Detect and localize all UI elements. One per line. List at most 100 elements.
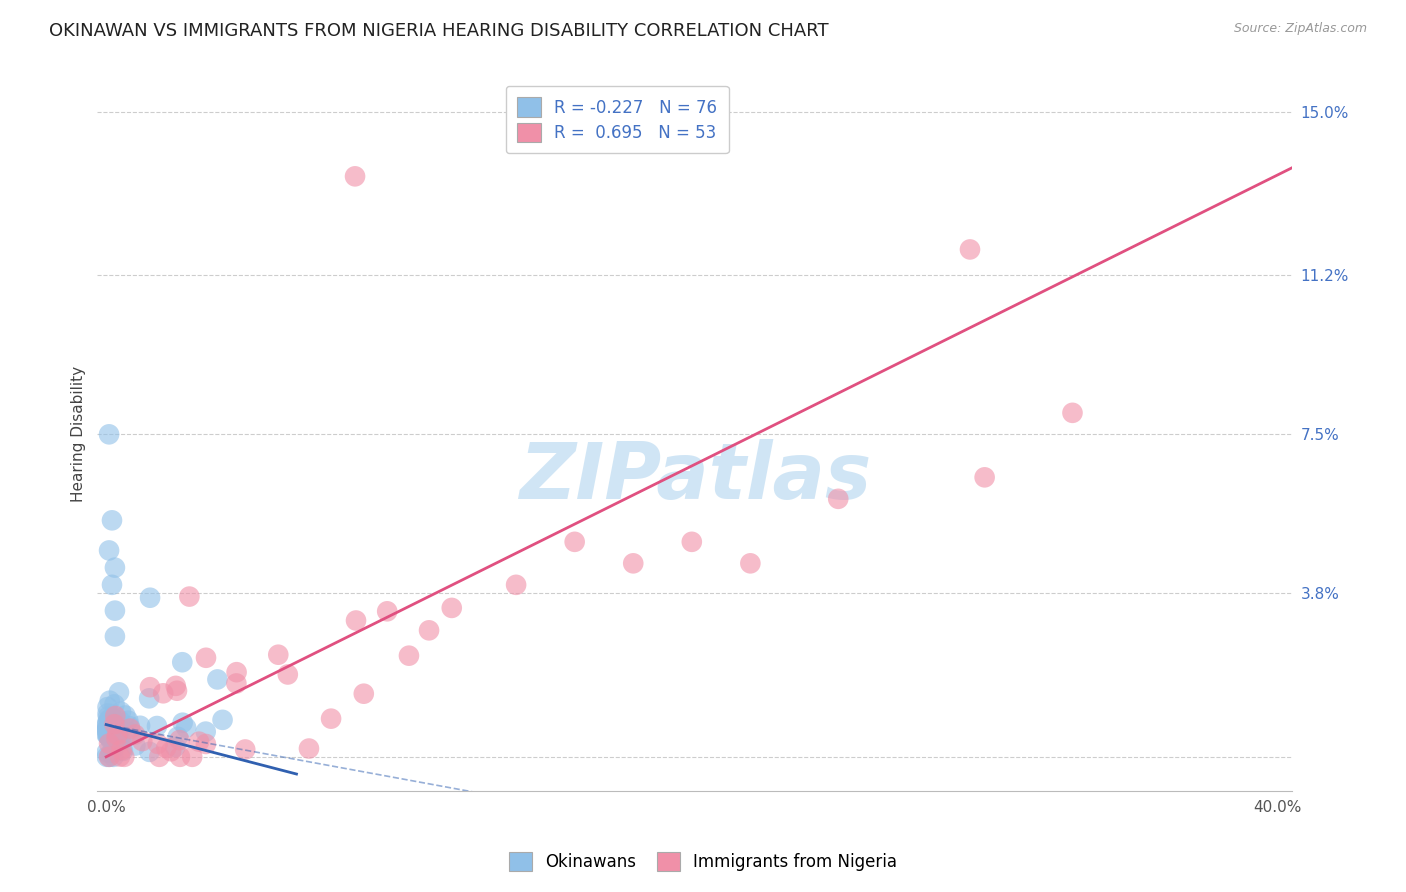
Point xyxy=(207,673,229,687)
Point xyxy=(120,726,142,740)
Point xyxy=(174,721,197,735)
Point xyxy=(117,714,139,728)
Point xyxy=(103,717,125,731)
Point xyxy=(118,719,141,733)
Point xyxy=(101,720,124,734)
Point xyxy=(96,745,118,759)
Point xyxy=(101,719,124,733)
Point xyxy=(165,739,187,754)
Point xyxy=(564,534,586,549)
Point xyxy=(233,742,256,756)
Point xyxy=(105,731,128,746)
Point xyxy=(169,733,191,747)
Point xyxy=(100,723,122,737)
Point xyxy=(267,648,290,662)
Point xyxy=(98,737,121,751)
Point xyxy=(108,749,131,764)
Point xyxy=(98,694,121,708)
Point xyxy=(101,513,124,527)
Point xyxy=(621,557,644,571)
Point xyxy=(440,601,463,615)
Point xyxy=(98,726,121,740)
Point xyxy=(97,729,120,743)
Point xyxy=(96,723,118,738)
Point xyxy=(100,721,122,735)
Point xyxy=(120,722,142,736)
Point xyxy=(277,667,299,681)
Point xyxy=(375,604,398,618)
Point xyxy=(298,741,321,756)
Point xyxy=(96,700,118,714)
Point xyxy=(107,733,129,747)
Point xyxy=(96,723,118,737)
Point xyxy=(166,683,188,698)
Point xyxy=(973,470,995,484)
Point xyxy=(98,543,121,558)
Point xyxy=(103,739,125,753)
Point xyxy=(108,714,131,728)
Point xyxy=(105,728,128,742)
Point xyxy=(152,686,174,700)
Point xyxy=(97,730,120,744)
Point xyxy=(138,745,160,759)
Point xyxy=(103,749,125,764)
Point xyxy=(172,715,194,730)
Point xyxy=(827,491,849,506)
Point xyxy=(110,734,132,748)
Point xyxy=(107,732,129,747)
Point xyxy=(129,719,152,733)
Point xyxy=(103,742,125,756)
Point xyxy=(96,717,118,731)
Point xyxy=(98,749,121,764)
Point xyxy=(98,725,121,739)
Point xyxy=(104,709,127,723)
Point xyxy=(166,730,188,744)
Point xyxy=(225,676,247,690)
Legend: R = -0.227   N = 76, R =  0.695   N = 53: R = -0.227 N = 76, R = 0.695 N = 53 xyxy=(506,86,728,153)
Point xyxy=(108,731,131,746)
Point xyxy=(97,728,120,742)
Point xyxy=(96,749,118,764)
Point xyxy=(104,737,127,751)
Point xyxy=(103,698,125,712)
Point xyxy=(225,665,247,680)
Point xyxy=(398,648,420,663)
Point xyxy=(172,655,194,669)
Point xyxy=(148,749,170,764)
Point xyxy=(114,708,136,723)
Point xyxy=(101,712,124,726)
Point xyxy=(681,534,703,549)
Point xyxy=(155,740,177,755)
Point xyxy=(319,712,342,726)
Point xyxy=(111,743,134,757)
Y-axis label: Hearing Disability: Hearing Disability xyxy=(72,367,86,502)
Point xyxy=(100,731,122,746)
Point xyxy=(104,724,127,739)
Point xyxy=(344,614,367,628)
Point xyxy=(97,710,120,724)
Point xyxy=(96,706,118,721)
Point xyxy=(101,727,124,741)
Point xyxy=(188,734,211,748)
Point xyxy=(112,749,135,764)
Point xyxy=(96,722,118,736)
Point xyxy=(96,718,118,732)
Point xyxy=(104,604,127,618)
Point xyxy=(111,744,134,758)
Point xyxy=(1062,406,1084,420)
Point xyxy=(104,629,127,643)
Text: OKINAWAN VS IMMIGRANTS FROM NIGERIA HEARING DISABILITY CORRELATION CHART: OKINAWAN VS IMMIGRANTS FROM NIGERIA HEAR… xyxy=(49,22,828,40)
Point xyxy=(124,739,146,753)
Point xyxy=(96,728,118,742)
Point xyxy=(139,680,162,694)
Text: ZIPatlas: ZIPatlas xyxy=(519,439,870,516)
Point xyxy=(104,729,127,743)
Point xyxy=(179,590,201,604)
Point xyxy=(100,746,122,760)
Point xyxy=(146,719,169,733)
Point xyxy=(110,705,132,719)
Point xyxy=(139,591,162,605)
Legend: Okinawans, Immigrants from Nigeria: Okinawans, Immigrants from Nigeria xyxy=(501,843,905,880)
Text: Source: ZipAtlas.com: Source: ZipAtlas.com xyxy=(1233,22,1367,36)
Point xyxy=(146,737,169,751)
